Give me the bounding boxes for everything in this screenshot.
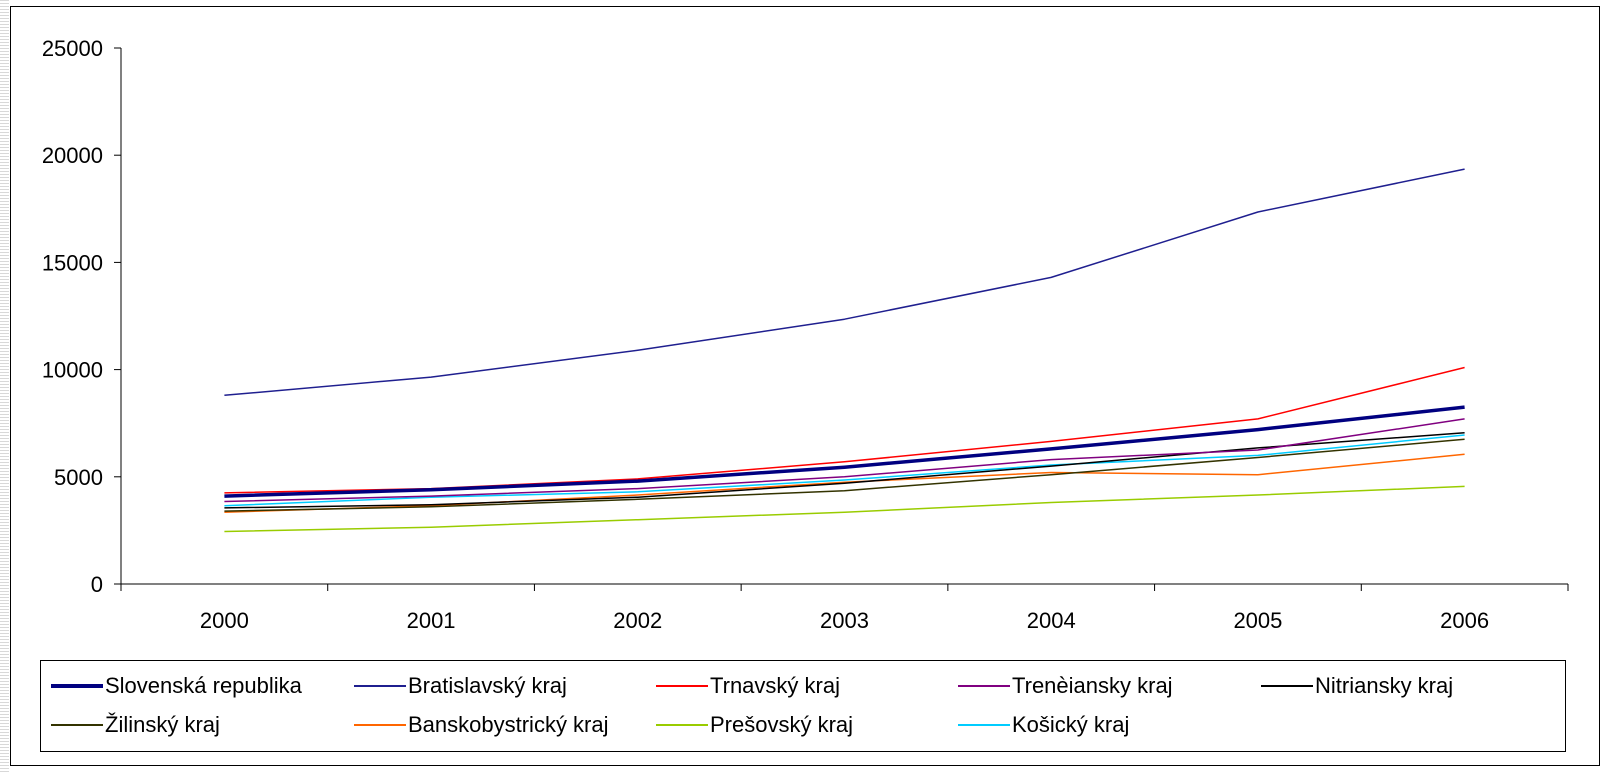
y-tick-label: 0 bbox=[91, 572, 103, 597]
legend-label: Banskobystrický kraj bbox=[408, 712, 609, 737]
x-tick-label: 2006 bbox=[1440, 608, 1489, 633]
legend-swatch bbox=[51, 724, 103, 726]
x-tick-label: 2001 bbox=[407, 608, 456, 633]
legend-item: Nitriansky kraj bbox=[1261, 671, 1453, 701]
legend-swatch bbox=[958, 685, 1010, 687]
legend-item: Trnavský kraj bbox=[656, 671, 840, 701]
series-lines bbox=[224, 168, 1465, 533]
series-line-banskobystrick-kraj bbox=[224, 453, 1465, 513]
series-line-nitriansky-kraj bbox=[224, 432, 1465, 509]
legend-swatch bbox=[1261, 685, 1313, 687]
x-tick-label: 2005 bbox=[1233, 608, 1282, 633]
y-tick-label: 15000 bbox=[42, 250, 103, 275]
legend: Slovenská republika Bratislavský kraj Trna… bbox=[40, 660, 1566, 752]
legend-label: Slovenská republika bbox=[105, 673, 302, 698]
legend-item: Trenèiansky kraj bbox=[958, 671, 1173, 701]
legend-label: Prešovský kraj bbox=[710, 712, 854, 737]
series-line-bratislavsk-kraj bbox=[224, 168, 1465, 397]
y-tick-label: 25000 bbox=[42, 36, 103, 61]
legend-swatch bbox=[656, 724, 708, 726]
legend-item: Bratislavský kraj bbox=[354, 671, 567, 701]
legend-swatch bbox=[51, 684, 103, 688]
x-tick-label: 2000 bbox=[200, 608, 249, 633]
chart-frame bbox=[10, 6, 1600, 766]
legend-item: Banskobystrický kraj bbox=[354, 710, 609, 740]
y-tick-label: 5000 bbox=[54, 465, 103, 490]
left-edge-strip bbox=[0, 0, 9, 772]
legend-label: Košický kraj bbox=[1012, 712, 1130, 737]
legend-swatch bbox=[354, 685, 406, 687]
series-line-ko-ick-kraj bbox=[224, 434, 1465, 507]
axes: 0 5000 10000 15000 20000 25000 2000 2001 2002 200… bbox=[42, 36, 1569, 633]
legend-item: Košický kraj bbox=[958, 710, 1129, 740]
legend-label: Bratislavský kraj bbox=[408, 673, 567, 698]
legend-label: Trnavský kraj bbox=[710, 673, 840, 698]
x-tick-label: 2003 bbox=[820, 608, 869, 633]
y-tick-label: 20000 bbox=[42, 143, 103, 168]
legend-item: Slovenská republika bbox=[51, 671, 302, 701]
series-line-tren-iansky-kraj bbox=[224, 418, 1465, 503]
legend-swatch bbox=[958, 724, 1010, 726]
legend-label: Žilinský kraj bbox=[105, 712, 220, 737]
legend-label: Nitriansky kraj bbox=[1315, 673, 1454, 698]
legend-item: Prešovský kraj bbox=[656, 710, 853, 740]
legend-item: Žilinský kraj bbox=[51, 710, 220, 740]
series-line-slovensk-republika bbox=[224, 405, 1465, 498]
series-line--ilinsk-kraj bbox=[224, 438, 1465, 512]
legend-swatch bbox=[354, 724, 406, 726]
legend-swatch bbox=[656, 685, 708, 687]
x-tick-label: 2004 bbox=[1027, 608, 1076, 633]
x-tick-label: 2002 bbox=[613, 608, 662, 633]
y-tick-label: 10000 bbox=[42, 358, 103, 383]
series-line-trnavsk-kraj bbox=[224, 366, 1465, 494]
series-line-pre-ovsk-kraj bbox=[224, 485, 1465, 533]
legend-label: Trenèiansky kraj bbox=[1012, 673, 1173, 698]
